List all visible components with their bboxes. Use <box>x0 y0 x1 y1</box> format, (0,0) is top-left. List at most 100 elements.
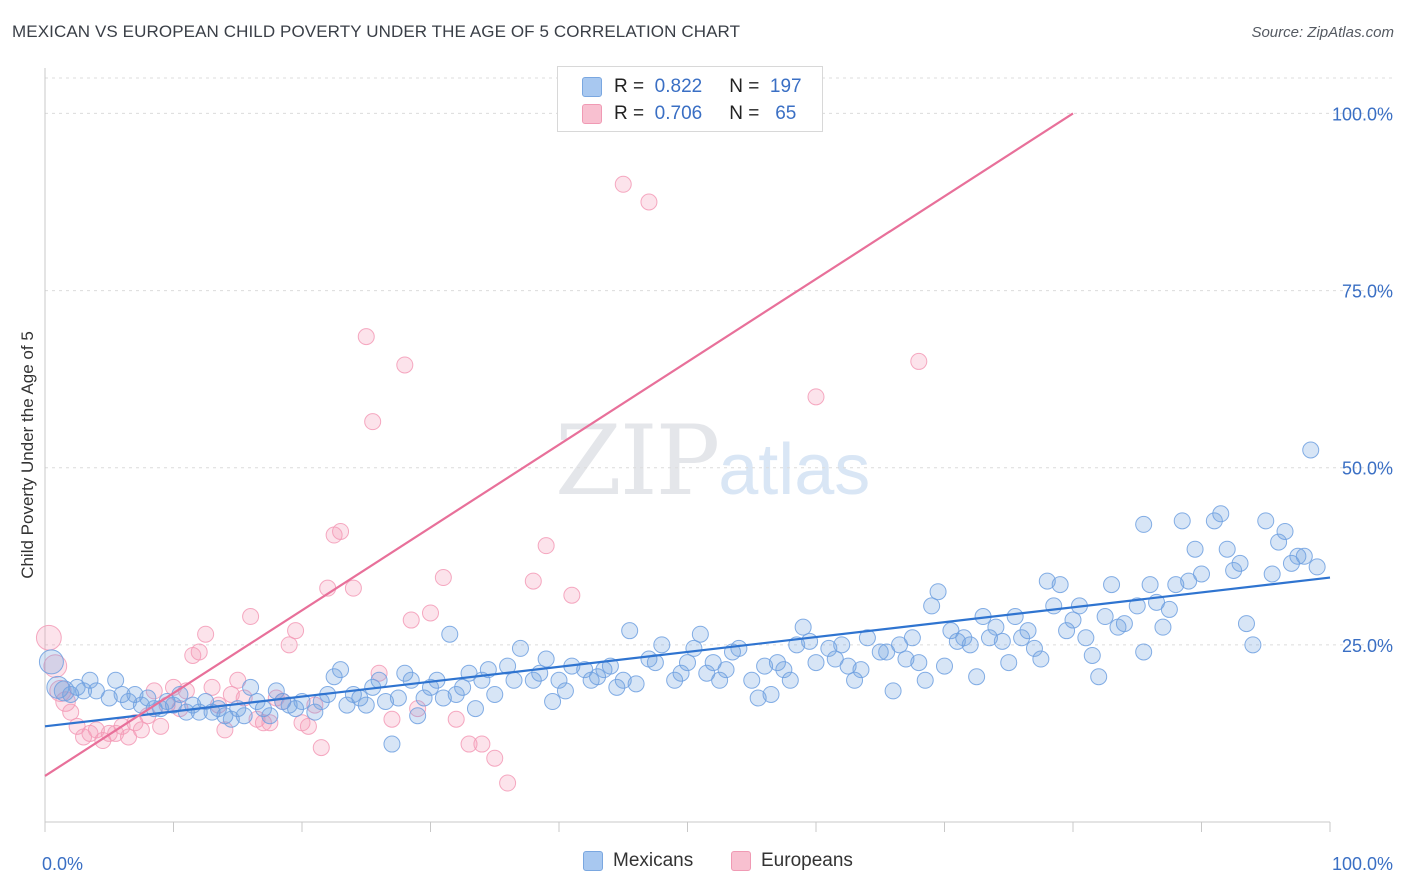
mexicans-point <box>75 682 93 700</box>
europeans-point <box>807 388 825 406</box>
mexicans-point <box>1308 558 1326 576</box>
mexicans-point <box>325 668 343 686</box>
europeans-point <box>524 572 542 590</box>
mexicans-point <box>576 661 594 679</box>
mexicans-point <box>1083 646 1101 664</box>
europeans-point <box>216 721 234 739</box>
mexicans-point <box>833 636 851 654</box>
mexicans-point <box>415 689 433 707</box>
series-legend-label-mexicans: Mexicans <box>613 850 694 871</box>
europeans-point <box>222 685 240 703</box>
mexicans-point <box>1019 622 1037 640</box>
mexicans-point <box>1282 554 1300 572</box>
europeans-point <box>499 774 517 792</box>
mexicans-point <box>756 657 774 675</box>
mexicans-point <box>447 685 465 703</box>
mexicans-point <box>936 657 953 675</box>
europeans-point <box>152 717 170 735</box>
mexicans-point <box>499 657 517 675</box>
europeans-point <box>537 537 555 555</box>
europeans-point <box>229 671 247 689</box>
correlation-legend: R = 0.822 N = 197 R = 0.706 N = 65 <box>557 66 823 132</box>
europeans-point <box>299 717 317 735</box>
mexicans-point <box>422 678 439 696</box>
mexicans-point <box>1135 515 1153 533</box>
europeans-point <box>370 664 388 682</box>
europeans-point <box>364 413 382 431</box>
mexicans-point <box>775 661 793 679</box>
europeans-trend-line <box>44 112 1074 777</box>
europeans-point <box>460 735 478 753</box>
legend-row-europeans: R = 0.706 N = 65 <box>582 102 796 126</box>
mexicans-point <box>1013 629 1031 647</box>
mexicans-point <box>1244 636 1262 654</box>
mexicans-point <box>1295 547 1313 565</box>
mexicans-point <box>608 678 626 696</box>
mexicans-point <box>1038 572 1056 590</box>
europeans-point <box>640 193 658 211</box>
mexicans-point <box>100 689 118 707</box>
europeans-point <box>409 700 427 718</box>
mexicans-point <box>891 636 909 654</box>
mexicans-point <box>1128 597 1146 615</box>
mexicans-point <box>980 629 998 647</box>
europeans-point <box>35 624 62 651</box>
mexicans-point <box>698 664 716 682</box>
mexicans-point <box>679 654 696 672</box>
mexicans-point <box>749 689 767 707</box>
europeans-point <box>120 728 138 746</box>
mexicans-point <box>903 629 921 647</box>
legend-row-mexicans: R = 0.822 N = 197 <box>582 75 802 99</box>
legend-r-label: R = <box>614 103 645 124</box>
mexicans-point <box>222 710 240 728</box>
europeans-point <box>145 682 163 700</box>
mexicans-point <box>242 678 260 696</box>
mexicans-point <box>1302 441 1320 459</box>
mexicans-point <box>1276 522 1294 540</box>
mexicans-point <box>704 654 722 672</box>
mexicans-point <box>968 668 986 686</box>
mexicans-point <box>1257 512 1275 530</box>
mexicans-point <box>672 664 690 682</box>
mexicans-point <box>1180 572 1198 590</box>
mexicans-point <box>261 707 279 725</box>
mexicans-point <box>544 693 562 711</box>
mexicans-point <box>807 654 825 672</box>
mexicans-point <box>486 685 504 703</box>
europeans-point <box>332 522 350 540</box>
series-legend-europeans[interactable]: Europeans <box>731 850 853 872</box>
watermark-atlas: atlas <box>718 430 871 510</box>
europeans-point <box>190 643 208 661</box>
mexicans-point <box>389 689 407 707</box>
mexicans-point <box>511 639 529 657</box>
x-tick-label: 100.0% <box>1332 854 1393 874</box>
mexicans-point <box>550 671 568 689</box>
europeans-point <box>910 352 928 370</box>
y-tick-label: 100.0% <box>1332 104 1393 124</box>
europeans-point <box>107 724 125 742</box>
europeans-point <box>62 703 80 721</box>
mexicans-point <box>306 703 324 721</box>
europeans-point <box>43 654 68 679</box>
mexicans-point <box>537 650 555 668</box>
mexicans-point <box>897 650 915 668</box>
series-legend-mexicans[interactable]: Mexicans <box>583 850 693 872</box>
series-legend: Mexicans Europeans <box>0 850 1406 878</box>
europeans-point <box>563 586 581 604</box>
mexicans-point <box>852 661 870 679</box>
watermark: ZIPatlas <box>555 405 870 517</box>
mexicans-point <box>691 625 709 643</box>
mexicans-point <box>1237 615 1255 633</box>
legend-n-value: 197 <box>769 76 802 97</box>
y-tick-label: 25.0% <box>1342 636 1393 656</box>
europeans-point <box>132 721 150 739</box>
mexicans-point <box>826 650 844 668</box>
mexicans-point <box>711 671 729 689</box>
mexicans-point <box>1173 512 1191 530</box>
mexicans-point <box>197 693 215 711</box>
mexicans-point <box>81 671 99 689</box>
mexicans-point <box>1218 540 1236 558</box>
mexicans-point <box>1077 629 1095 647</box>
mexicans-point <box>743 671 761 689</box>
mexicans-point <box>1205 512 1223 530</box>
